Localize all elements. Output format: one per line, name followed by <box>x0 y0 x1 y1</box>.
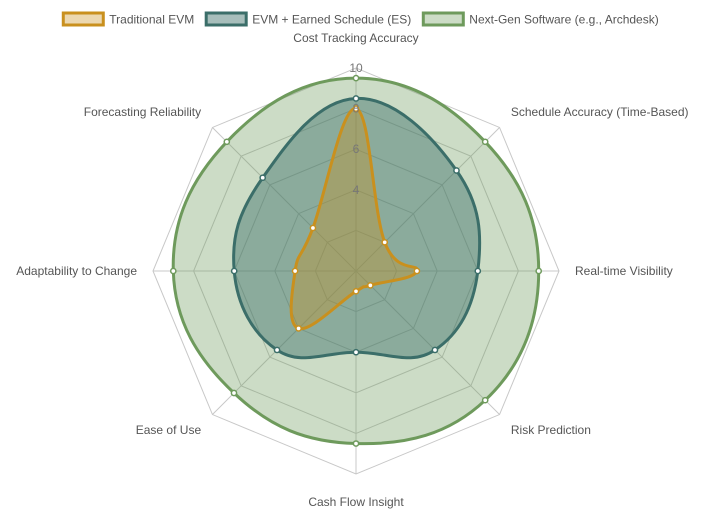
series-point[interactable] <box>291 267 299 275</box>
legend-item-1[interactable]: Traditional EVM <box>61 11 194 27</box>
series-point[interactable] <box>352 95 360 102</box>
legend-swatch <box>421 11 465 27</box>
radar-axis-labels: Cost Tracking Accuracy Schedule Accuracy … <box>16 31 688 509</box>
series-point[interactable] <box>273 346 281 354</box>
grid-spoke <box>355 270 500 415</box>
series-point[interactable] <box>230 267 238 275</box>
series-point[interactable] <box>413 267 421 275</box>
series-point[interactable] <box>453 167 460 174</box>
grid-spoke <box>355 127 500 272</box>
series-point[interactable] <box>309 224 317 232</box>
series-point[interactable] <box>223 138 231 146</box>
axis-label: Schedule Accuracy (Time-Based) <box>511 105 689 119</box>
series-point[interactable] <box>352 440 360 447</box>
tick-label: 10 <box>349 61 363 75</box>
series-point[interactable] <box>169 267 177 275</box>
legend-item-2[interactable]: EVM + Earned Schedule (ES) <box>204 11 411 27</box>
series-point[interactable] <box>481 138 489 146</box>
axis-label: Cost Tracking Accuracy <box>293 31 418 45</box>
series-point[interactable] <box>431 346 439 354</box>
legend-label: EVM + Earned Schedule (ES) <box>252 13 411 27</box>
series-point[interactable] <box>474 267 482 275</box>
series-point[interactable] <box>367 282 374 289</box>
series-point[interactable] <box>230 389 238 397</box>
legend: Traditional EVM EVM + Earned Schedule (ES… <box>61 11 659 27</box>
radar-tick-labels: 4 6 8 10 <box>349 61 363 197</box>
radar-grid <box>152 67 560 475</box>
axis-label: Risk Prediction <box>511 423 591 437</box>
tick-label: 4 <box>353 183 360 197</box>
legend-label: Traditional EVM <box>109 13 194 27</box>
series-point[interactable] <box>352 348 360 356</box>
series-point[interactable] <box>352 105 360 112</box>
legend-label: Next-Gen Software (e.g., Archdesk) <box>469 13 658 27</box>
tick-label: 6 <box>353 142 360 156</box>
series-point[interactable] <box>295 325 302 332</box>
legend-item-3[interactable]: Next-Gen Software (e.g., Archdesk) <box>421 11 659 27</box>
axis-label: Cash Flow Insight <box>308 495 404 509</box>
legend-swatch <box>61 11 105 27</box>
series-point[interactable] <box>481 396 489 404</box>
series-point[interactable] <box>352 287 360 295</box>
grid-spoke <box>212 127 357 272</box>
legend-swatch <box>204 11 248 27</box>
series-point[interactable] <box>352 74 360 82</box>
series-point[interactable] <box>381 238 389 246</box>
series-point[interactable] <box>535 267 543 275</box>
radar-series <box>171 76 541 446</box>
tick-label: 8 <box>353 102 360 116</box>
axis-label: Adaptability to Change <box>16 264 137 278</box>
axis-label: Forecasting Reliability <box>84 105 201 119</box>
axis-label: Ease of Use <box>136 423 202 437</box>
grid-spoke <box>212 270 357 415</box>
series-point[interactable] <box>259 174 267 182</box>
radar-points <box>169 74 543 447</box>
axis-label: Real-time Visibility <box>575 264 673 278</box>
